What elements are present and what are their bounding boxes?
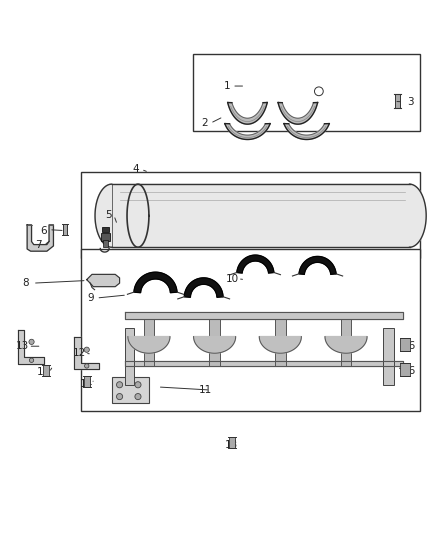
FancyBboxPatch shape — [112, 377, 149, 403]
Polygon shape — [125, 312, 403, 319]
FancyBboxPatch shape — [229, 437, 235, 448]
Circle shape — [29, 358, 34, 362]
Bar — [275, 319, 286, 366]
Bar — [101, 233, 110, 241]
Polygon shape — [95, 184, 112, 247]
Polygon shape — [194, 336, 236, 353]
Bar — [144, 319, 154, 366]
Text: 14: 14 — [37, 367, 50, 377]
Polygon shape — [225, 124, 270, 140]
FancyBboxPatch shape — [400, 363, 410, 376]
FancyBboxPatch shape — [81, 249, 420, 411]
Text: 7: 7 — [35, 240, 42, 251]
Polygon shape — [74, 336, 99, 369]
Polygon shape — [134, 272, 177, 293]
Bar — [209, 319, 220, 366]
Polygon shape — [95, 184, 426, 247]
Text: 3: 3 — [407, 97, 414, 107]
Text: 6: 6 — [40, 225, 47, 236]
Polygon shape — [259, 336, 301, 353]
Polygon shape — [184, 278, 223, 297]
Text: 16: 16 — [403, 341, 416, 351]
Text: 8: 8 — [22, 278, 29, 288]
Text: 10: 10 — [226, 274, 239, 284]
Polygon shape — [237, 255, 274, 273]
Circle shape — [135, 382, 141, 388]
Circle shape — [117, 382, 123, 388]
Circle shape — [135, 393, 141, 400]
FancyBboxPatch shape — [400, 338, 410, 351]
Polygon shape — [284, 124, 329, 140]
Circle shape — [29, 339, 34, 344]
Bar — [341, 319, 351, 366]
Polygon shape — [18, 329, 44, 364]
Polygon shape — [128, 336, 170, 353]
Polygon shape — [228, 102, 267, 124]
Circle shape — [85, 364, 89, 368]
Text: 5: 5 — [105, 210, 112, 220]
FancyBboxPatch shape — [193, 54, 420, 131]
Text: 15: 15 — [225, 440, 238, 450]
Polygon shape — [299, 256, 336, 274]
Circle shape — [84, 347, 89, 352]
Text: 2: 2 — [201, 118, 208, 128]
FancyBboxPatch shape — [383, 328, 394, 385]
Polygon shape — [87, 274, 120, 287]
FancyBboxPatch shape — [43, 365, 49, 376]
Polygon shape — [325, 336, 367, 353]
Text: 14: 14 — [80, 379, 93, 389]
Text: 4: 4 — [132, 164, 139, 174]
Polygon shape — [125, 361, 403, 366]
FancyBboxPatch shape — [395, 94, 400, 108]
Bar — [103, 240, 108, 247]
FancyBboxPatch shape — [81, 172, 420, 258]
FancyBboxPatch shape — [63, 223, 67, 235]
Text: 13: 13 — [16, 341, 29, 351]
Text: 1: 1 — [223, 81, 230, 91]
Circle shape — [117, 393, 123, 400]
FancyBboxPatch shape — [84, 376, 90, 387]
Text: 16: 16 — [403, 366, 416, 376]
Text: 11: 11 — [198, 385, 212, 395]
FancyBboxPatch shape — [125, 328, 134, 385]
Text: 12: 12 — [73, 348, 86, 358]
Polygon shape — [27, 225, 53, 251]
Bar — [102, 227, 109, 232]
Text: 9: 9 — [88, 293, 95, 303]
Polygon shape — [278, 102, 318, 124]
